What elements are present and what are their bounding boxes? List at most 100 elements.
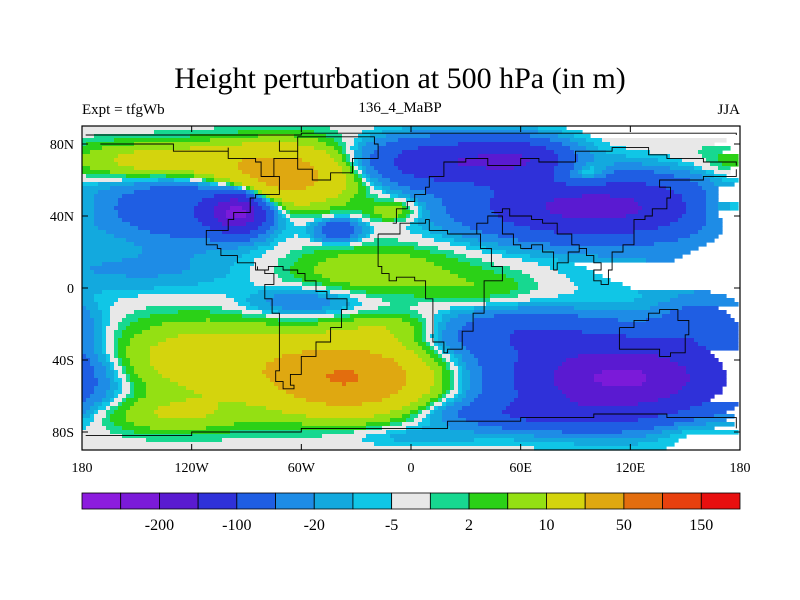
field-cell xyxy=(274,270,291,275)
field-cell xyxy=(294,274,323,279)
field-cell xyxy=(358,378,407,383)
center-string: 136_4_MaBP xyxy=(358,100,442,116)
field-cell xyxy=(378,306,411,311)
field-cell xyxy=(118,346,127,351)
field-cell xyxy=(114,366,123,371)
field-cell xyxy=(606,150,651,155)
field-cell xyxy=(286,206,331,211)
field-cell xyxy=(266,210,275,215)
field-cell xyxy=(478,238,519,243)
field-cell xyxy=(106,390,115,395)
field-cell xyxy=(298,234,311,239)
field-cell xyxy=(626,214,683,219)
field-cell xyxy=(418,146,547,151)
field-cell xyxy=(278,206,283,211)
field-cell xyxy=(458,162,527,167)
field-cell xyxy=(258,290,319,295)
field-cell xyxy=(82,414,91,419)
field-cell xyxy=(130,378,143,383)
field-cell xyxy=(262,194,267,199)
field-cell xyxy=(466,366,483,371)
field-cell xyxy=(514,366,559,371)
field-cell xyxy=(386,142,459,147)
field-cell xyxy=(350,238,359,243)
field-cell xyxy=(562,130,583,135)
coastline xyxy=(85,413,737,437)
field-cell xyxy=(434,346,439,351)
field-cell xyxy=(122,178,159,183)
field-cell xyxy=(274,206,279,211)
field-cell xyxy=(402,206,407,211)
field-cell xyxy=(426,326,435,331)
field-cell xyxy=(566,394,671,399)
field-cell xyxy=(554,198,635,203)
field-cell xyxy=(254,282,303,287)
field-cell xyxy=(326,330,391,335)
field-cell xyxy=(114,362,119,367)
field-cell xyxy=(366,166,375,171)
field-cell xyxy=(414,202,419,207)
field-cell xyxy=(690,234,719,239)
field-cell xyxy=(258,226,271,231)
field-cell xyxy=(94,342,103,347)
field-cell xyxy=(718,158,739,163)
field-cell xyxy=(514,330,583,335)
field-cell xyxy=(702,166,719,171)
field-cell xyxy=(422,326,427,331)
field-cell xyxy=(82,270,95,275)
field-cell xyxy=(222,222,247,227)
field-cell xyxy=(134,242,255,247)
field-cell xyxy=(250,302,271,307)
field-cell xyxy=(82,214,95,219)
field-cell xyxy=(82,190,99,195)
field-cell xyxy=(442,314,459,319)
field-cell xyxy=(366,190,371,195)
field-cell xyxy=(274,198,283,203)
field-cell xyxy=(318,294,339,299)
field-cell xyxy=(110,406,119,411)
field-cell xyxy=(398,214,407,219)
field-cell xyxy=(502,254,531,259)
field-cell xyxy=(102,318,111,323)
field-cell xyxy=(266,198,271,203)
field-cell xyxy=(290,210,331,215)
field-cell xyxy=(126,378,131,383)
field-cell xyxy=(550,210,639,215)
field-cell xyxy=(114,330,123,335)
field-cell xyxy=(670,310,727,315)
field-cell xyxy=(442,402,447,407)
field-cell xyxy=(258,246,275,251)
field-cell xyxy=(282,410,391,415)
field-cell xyxy=(562,390,679,395)
field-cell xyxy=(94,334,103,339)
field-cell xyxy=(354,246,415,251)
field-cell xyxy=(150,358,275,363)
field-cell xyxy=(662,430,683,435)
field-cell xyxy=(350,302,363,307)
field-cell xyxy=(254,218,267,223)
field-cell xyxy=(454,370,459,375)
field-cell xyxy=(414,218,419,223)
field-cell xyxy=(586,162,615,167)
field-cell xyxy=(82,218,95,223)
field-cell xyxy=(562,214,627,219)
field-cell xyxy=(254,258,279,263)
field-cell xyxy=(318,318,355,323)
field-cell xyxy=(450,366,459,371)
field-cell xyxy=(422,314,435,319)
field-cell xyxy=(362,182,367,187)
field-cell xyxy=(82,154,119,159)
coastlines xyxy=(85,132,737,437)
field-cell xyxy=(446,398,455,403)
field-cell xyxy=(574,162,587,167)
field-cell xyxy=(514,374,555,379)
field-cell xyxy=(130,358,151,363)
field-cell xyxy=(326,198,351,203)
field-cell xyxy=(406,378,435,383)
field-cell xyxy=(122,426,151,431)
field-cell xyxy=(114,158,243,163)
field-cell xyxy=(406,346,423,351)
field-cell xyxy=(406,214,411,219)
field-cell xyxy=(354,318,403,323)
field-cell xyxy=(574,134,591,139)
